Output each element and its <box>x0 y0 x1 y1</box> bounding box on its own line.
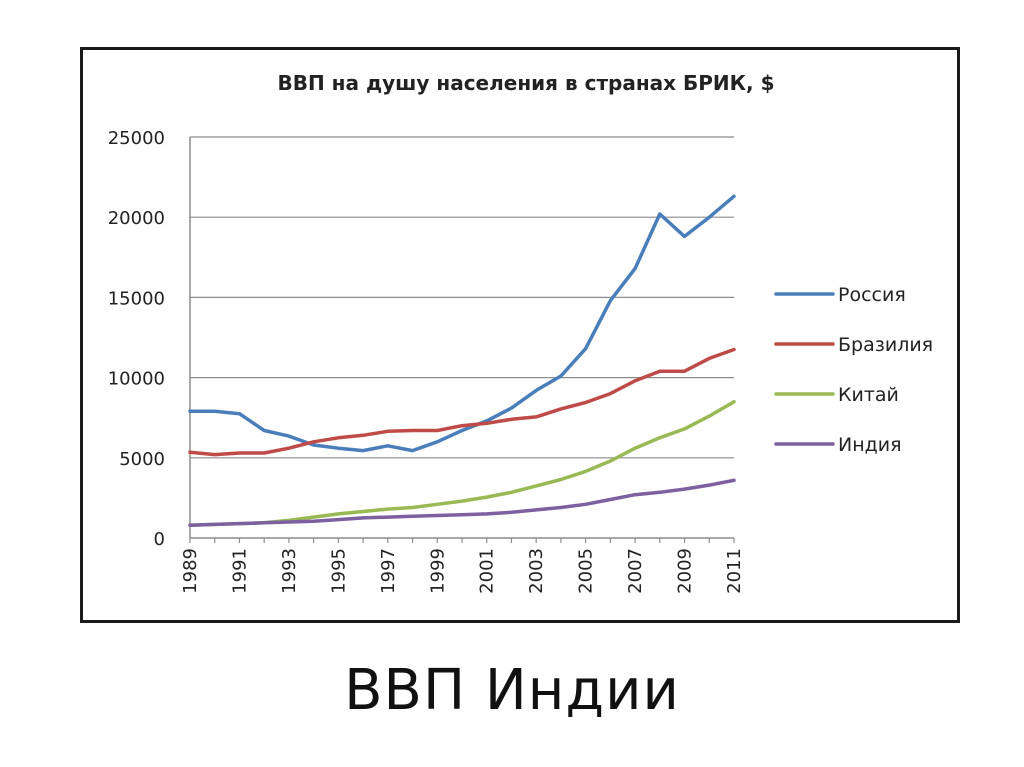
x-tick-label: 2009 <box>675 548 696 594</box>
series-line-4 <box>188 478 736 527</box>
legend-label: Россия <box>838 284 906 306</box>
legend-label: Китай <box>838 384 899 406</box>
y-tick-label: 0 <box>154 529 165 550</box>
x-axis: 1989 1991 1993 1995 1997 1999 2001 2003 2005 2007… <box>180 537 745 594</box>
gridlines <box>190 136 734 459</box>
x-tick-label: 2001 <box>477 548 498 594</box>
legend: Россия Бразилия Китай Индия <box>774 284 933 456</box>
slide-caption: ВВП Индии <box>344 658 680 723</box>
y-tick-label: 5000 <box>119 449 165 470</box>
legend-label: Индия <box>838 434 902 456</box>
x-tick-label: 2007 <box>625 548 646 594</box>
y-axis: 0 5000 10000 15000 20000 25000 <box>108 128 191 550</box>
line-chart: ВВП на душу населения в странах БРИК, $ … <box>108 71 933 594</box>
x-tick-label: 1999 <box>427 548 448 594</box>
x-tick-label: 1993 <box>279 548 300 594</box>
series-line-1 <box>188 194 736 453</box>
legend-label: Бразилия <box>838 334 933 356</box>
chart-title: ВВП на душу населения в странах БРИК, $ <box>277 71 774 95</box>
y-tick-label: 25000 <box>108 128 165 149</box>
x-tick-label: 2005 <box>576 548 597 594</box>
x-tick-label: 2011 <box>724 548 745 594</box>
y-tick-label: 20000 <box>108 208 165 229</box>
x-tick-label: 1995 <box>328 548 349 594</box>
series-line-3 <box>188 399 736 527</box>
y-tick-label: 10000 <box>108 369 165 390</box>
x-tick-label: 1997 <box>378 548 399 594</box>
chart-frame: ВВП на душу населения в странах БРИК, $ … <box>80 47 960 623</box>
x-tick-label: 2003 <box>526 548 547 594</box>
y-tick-label: 15000 <box>108 288 165 309</box>
series-line-2 <box>188 347 736 457</box>
x-tick-label: 1989 <box>180 548 201 594</box>
x-tick-label: 1991 <box>229 548 250 594</box>
series-lines <box>188 194 736 527</box>
